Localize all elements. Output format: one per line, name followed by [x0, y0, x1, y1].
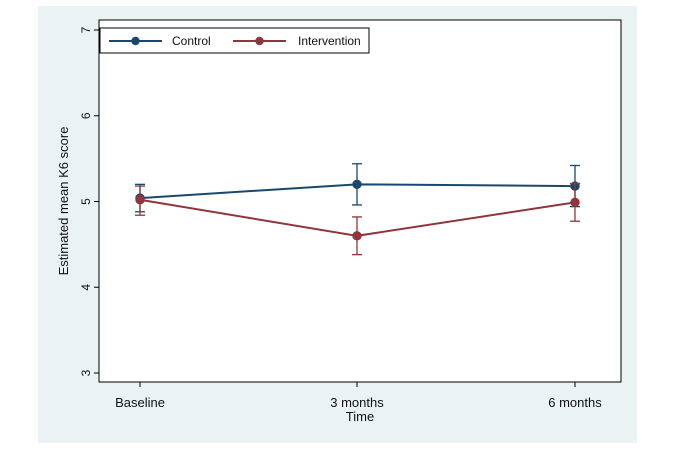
legend-item-control: Control [109, 34, 211, 48]
legend-swatch-marker [255, 36, 264, 46]
x-axis: Baseline 3 months 6 months [115, 382, 602, 410]
data-point [135, 195, 145, 205]
data-point [352, 179, 362, 190]
y-tick-label: 3 [79, 369, 93, 376]
y-tick-label: 7 [79, 26, 93, 33]
legend-swatch-marker [131, 36, 140, 46]
series-layer [135, 163, 580, 256]
y-axis-title: Estimated mean K6 score [56, 127, 71, 276]
series-intervention [135, 182, 580, 256]
y-tick-label: 6 [79, 112, 93, 119]
y-tick-label: 4 [79, 284, 93, 291]
data-point [352, 231, 362, 241]
x-axis-title: Time [346, 409, 374, 424]
plot-area [98, 19, 622, 383]
legend-label: Intervention [298, 34, 361, 48]
legend: Control Intervention [99, 27, 370, 54]
y-tick-label: 5 [79, 198, 93, 205]
y-axis: 3 4 5 6 7 [79, 26, 99, 376]
legend-label: Control [172, 34, 211, 48]
x-tick-label: 3 months [330, 395, 384, 410]
legend-item-intervention: Intervention [233, 34, 361, 48]
data-point [570, 197, 580, 208]
x-tick-label: 6 months [548, 395, 602, 410]
x-tick-label: Baseline [115, 395, 165, 410]
